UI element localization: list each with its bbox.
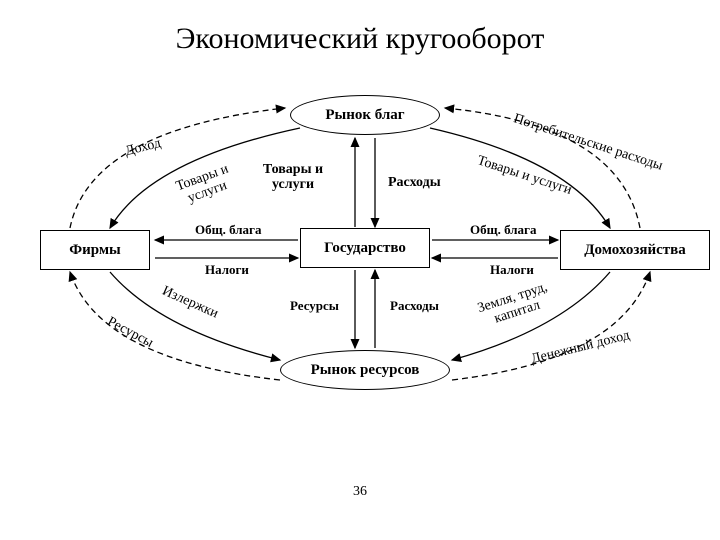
label-resources-mid: Ресурсы bbox=[290, 298, 339, 314]
label-expenses-lower: Расходы bbox=[390, 298, 439, 314]
label-public-goods-right: Общ. блага bbox=[470, 222, 536, 238]
flow-arrows bbox=[0, 0, 720, 540]
label-goods-right: Товары и услуги bbox=[475, 153, 574, 199]
label-surpluses: Излержки bbox=[159, 284, 220, 323]
node-label: Государство bbox=[324, 240, 406, 257]
label-taxes-right: Налоги bbox=[490, 262, 534, 278]
node-label: Рынок благ bbox=[325, 107, 404, 124]
node-government: Государство bbox=[300, 228, 430, 268]
node-firms: Фирмы bbox=[40, 230, 150, 270]
node-market-goods: Рынок благ bbox=[290, 95, 440, 135]
label-goods-mid-left: Товары и услуги bbox=[258, 162, 328, 193]
label-consumer-expenses: Потребительские расходы bbox=[511, 111, 664, 174]
label-income: Доход bbox=[124, 136, 163, 160]
node-label: Домохозяйства bbox=[584, 242, 686, 259]
page-title: Экономический кругооборот bbox=[0, 22, 720, 56]
node-households: Домохозяйства bbox=[560, 230, 710, 270]
page-number: 36 bbox=[0, 484, 720, 500]
label-land-labor: Земля, труд, капитал bbox=[463, 275, 568, 335]
label-taxes-left: Налоги bbox=[205, 262, 249, 278]
node-label: Фирмы bbox=[69, 242, 121, 259]
node-label: Рынок ресурсов bbox=[311, 362, 420, 379]
node-market-resources: Рынок ресурсов bbox=[280, 350, 450, 390]
label-expenses-mid-right: Расходы bbox=[388, 175, 441, 191]
label-public-goods-left: Общ. блага bbox=[195, 222, 261, 238]
label-goods-left: Товары и услуги bbox=[162, 157, 248, 213]
label-resources-left: Ресурсы bbox=[104, 314, 156, 352]
label-money-income: Денежный доход bbox=[530, 328, 632, 368]
